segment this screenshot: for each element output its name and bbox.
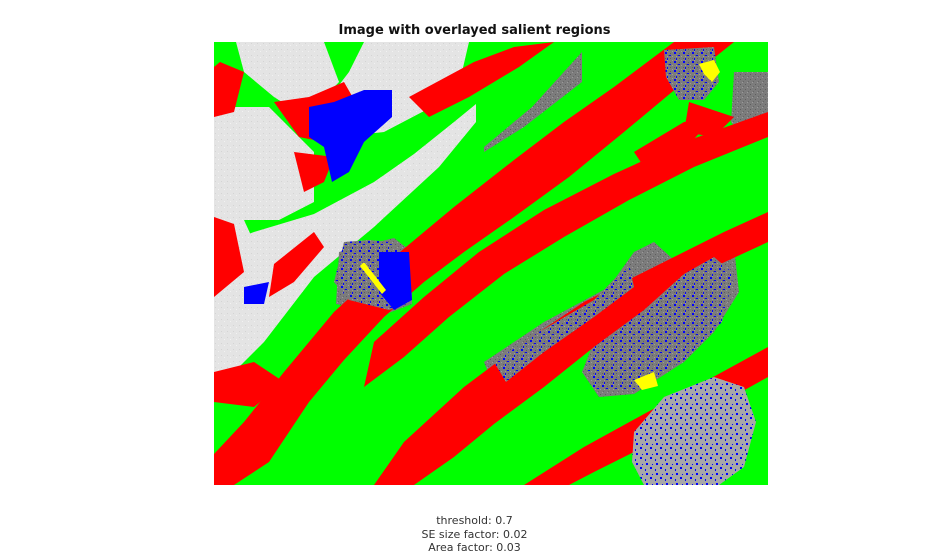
parameter-caption: threshold: 0.7 SE size factor: 0.02 Area… xyxy=(0,514,949,555)
se-size-factor-label: SE size factor: 0.02 xyxy=(0,528,949,542)
threshold-label: threshold: 0.7 xyxy=(0,514,949,528)
salient-regions-image xyxy=(214,42,768,485)
figure-title: Image with overlayed salient regions xyxy=(0,23,949,38)
area-factor-label: Area factor: 0.03 xyxy=(0,541,949,555)
